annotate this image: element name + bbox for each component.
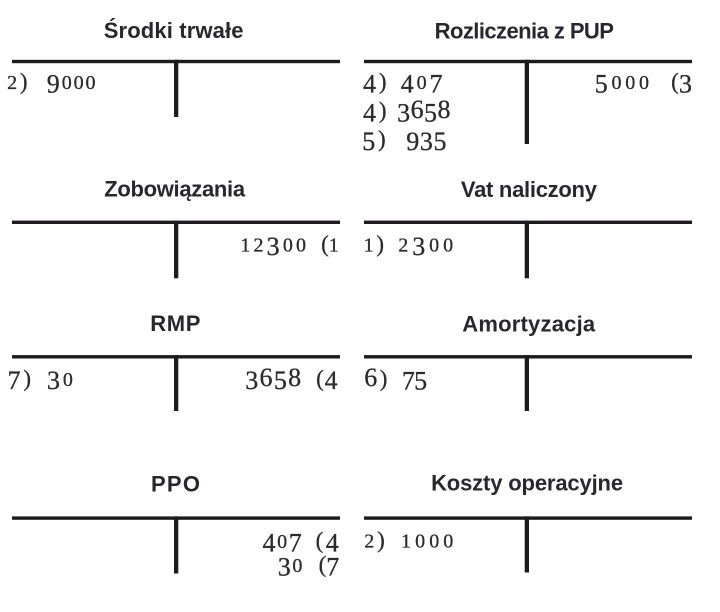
svg-text:6): 6)	[364, 363, 390, 392]
svg-text:407: 407	[401, 70, 446, 99]
svg-text:9000: 9000	[47, 70, 98, 99]
svg-text:5000: 5000	[595, 70, 653, 99]
svg-text:2): 2)	[364, 528, 387, 553]
svg-text:12300: 12300	[240, 232, 309, 261]
svg-text:Koszty operacyjne: Koszty operacyjne	[431, 471, 623, 496]
svg-text:Środki trwałe: Środki trwałe	[104, 18, 244, 43]
svg-text:30: 30	[278, 552, 304, 581]
svg-text:2): 2)	[7, 69, 30, 94]
svg-text:5): 5)	[362, 127, 388, 156]
svg-text:PPO: PPO	[151, 472, 201, 497]
svg-text:3658: 3658	[397, 95, 451, 127]
svg-text:(4: (4	[316, 528, 342, 557]
svg-text:30: 30	[47, 366, 76, 395]
svg-text:2300: 2300	[398, 232, 457, 261]
svg-text:75: 75	[402, 366, 427, 395]
svg-text:Rozliczenia z PUP: Rozliczenia z PUP	[435, 18, 614, 43]
svg-text:(4: (4	[316, 366, 338, 395]
svg-text:RMP: RMP	[150, 311, 201, 336]
svg-text:(3: (3	[671, 69, 692, 98]
svg-text:935: 935	[406, 127, 447, 156]
svg-text:(1: (1	[321, 232, 339, 257]
svg-text:Amortyzacja: Amortyzacja	[462, 312, 596, 337]
svg-text:Vat naliczony: Vat naliczony	[461, 177, 598, 202]
svg-text:4): 4)	[363, 98, 389, 127]
svg-text:1): 1)	[364, 232, 387, 257]
svg-text:Zobowiązania: Zobowiązania	[104, 176, 246, 201]
svg-text:7): 7)	[8, 366, 34, 395]
svg-text:(7: (7	[319, 552, 340, 581]
svg-text:407: 407	[262, 528, 303, 557]
svg-text:3658: 3658	[245, 363, 302, 395]
svg-text:4): 4)	[363, 69, 389, 98]
svg-text:1000: 1000	[401, 531, 457, 553]
